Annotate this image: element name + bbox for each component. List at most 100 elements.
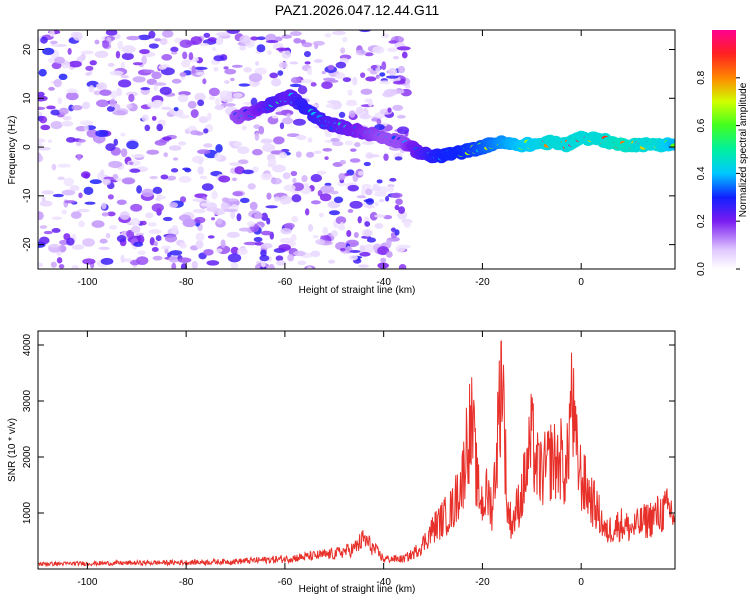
heatmap-noise-cell xyxy=(342,77,352,83)
heatmap-noise-cell xyxy=(71,264,79,269)
heatmap-noise-cell xyxy=(162,30,174,38)
heatmap-noise-cell xyxy=(211,47,217,52)
heatmap-noise-cell xyxy=(57,97,63,105)
heatmap-noise-cell xyxy=(151,203,164,213)
heatmap-noise-cell xyxy=(85,65,94,71)
heatmap-noise-cell xyxy=(121,52,134,61)
heatmap-noise-cell xyxy=(260,249,267,257)
heatmap-noise-cell xyxy=(347,208,354,214)
heatmap-noise-cell xyxy=(346,230,352,238)
heatmap-noise-cell xyxy=(234,166,245,175)
heatmap-noise-cell xyxy=(101,212,109,217)
heatmap-noise-cell xyxy=(246,221,255,227)
heatmap-noise-cell xyxy=(38,106,46,111)
heatmap-noise-cell xyxy=(85,72,92,76)
heatmap-noise-cell xyxy=(71,104,83,111)
heatmap-noise-cell xyxy=(293,250,306,257)
heatmap-noise-cell xyxy=(155,197,162,202)
heatmap-noise-cell xyxy=(292,177,297,184)
heatmap-noise-cell xyxy=(39,200,53,207)
heatmap-noise-cell xyxy=(51,227,61,233)
heatmap-noise-cell xyxy=(206,112,212,121)
heatmap-noise-cell xyxy=(120,254,125,263)
heatmap-noise-cell xyxy=(254,67,267,75)
heatmap-noise-cell xyxy=(310,174,322,183)
snr-series-line xyxy=(38,340,675,568)
colorbar-tick-label: 0.4 xyxy=(696,166,707,180)
heatmap-noise-cell xyxy=(117,79,132,88)
heatmap-noise-cell xyxy=(58,264,65,269)
heatmap-noise-cell xyxy=(359,244,365,253)
heatmap-noise-cell xyxy=(339,159,346,165)
heatmap-x-label: Height of straight line (km) xyxy=(299,285,416,296)
heatmap-noise-cell xyxy=(226,231,240,238)
heatmap-noise-cell xyxy=(387,107,392,113)
heatmap-noise-cell xyxy=(271,78,282,87)
heatmap-panel: -100 -80 -60 -40 -20 0 20 10 0 -10 -20 Height of … xyxy=(7,29,676,296)
snr-y-tick-label: 2000 xyxy=(22,445,33,468)
heatmap-noise-cell xyxy=(153,85,158,91)
heatmap-noise-cell xyxy=(310,82,317,87)
heatmap-noise-cell xyxy=(231,177,237,182)
heatmap-noise-cell xyxy=(101,202,107,210)
heatmap-noise-cell xyxy=(173,106,179,112)
heatmap-noise-cell xyxy=(153,82,167,86)
heatmap-noise-cell xyxy=(256,36,266,41)
heatmap-noise-cell xyxy=(242,169,254,175)
heatmap-noise-cell xyxy=(256,44,266,53)
heatmap-noise-cell xyxy=(76,208,90,213)
heatmap-noise-cell xyxy=(191,260,198,269)
heatmap-noise-cell xyxy=(109,70,124,76)
heatmap-noise-cell xyxy=(231,64,243,68)
heatmap-noise-cell xyxy=(328,210,340,216)
heatmap-noise-cell xyxy=(121,45,136,54)
heatmap-noise-cell xyxy=(381,61,387,71)
heatmap-x-tick-label: -60 xyxy=(278,277,293,288)
heatmap-noise-cell xyxy=(161,245,171,250)
heatmap-noise-cell xyxy=(280,200,288,205)
heatmap-noise-cell xyxy=(86,129,98,138)
heatmap-noise-cell xyxy=(332,30,346,36)
heatmap-noise-cell xyxy=(232,92,243,98)
heatmap-noise-cell xyxy=(95,129,109,138)
heatmap-noise-cell xyxy=(386,75,399,79)
heatmap-noise-cell xyxy=(130,218,141,226)
heatmap-noise-cell xyxy=(224,80,230,84)
heatmap-noise-cell xyxy=(398,264,407,269)
heatmap-noise-cell xyxy=(53,78,62,88)
heatmap-noise-cell xyxy=(325,103,335,109)
heatmap-noise-cell xyxy=(281,34,292,39)
heatmap-noise-cell xyxy=(239,197,250,204)
heatmap-noise-cell xyxy=(151,115,157,121)
heatmap-noise-cell xyxy=(267,50,272,55)
heatmap-noise-cell xyxy=(378,199,385,203)
heatmap-noise-cell xyxy=(243,241,258,246)
heatmap-noise-cell xyxy=(149,175,158,180)
heatmap-noise-cell xyxy=(180,59,191,68)
heatmap-noise-cell xyxy=(188,52,194,61)
heatmap-noise-cell xyxy=(141,55,147,65)
colorbar: 0.0 0.2 0.4 0.6 0.8 Normalized spectral ampl… xyxy=(696,30,749,276)
heatmap-noise-cell xyxy=(394,204,400,211)
heatmap-noise-cell xyxy=(192,198,205,202)
heatmap-noise-cell xyxy=(88,85,95,93)
heatmap-noise-cell xyxy=(38,147,51,151)
heatmap-y-tick-label: 0 xyxy=(22,144,33,150)
heatmap-noise-cell xyxy=(374,201,379,207)
heatmap-noise-cell xyxy=(321,71,327,75)
heatmap-noise-cell xyxy=(227,253,242,263)
heatmap-noise-cell xyxy=(210,217,215,221)
heatmap-noise-cell xyxy=(306,266,313,269)
heatmap-noise-cell xyxy=(207,235,215,239)
heatmap-noise-cell xyxy=(207,37,217,42)
heatmap-noise-cell xyxy=(360,72,366,78)
heatmap-noise-cell xyxy=(151,246,159,253)
heatmap-noise-cell xyxy=(374,123,385,131)
heatmap-noise-cell xyxy=(162,136,172,141)
heatmap-noise-cell xyxy=(358,264,370,268)
heatmap-noise-cell xyxy=(56,257,63,264)
heatmap-noise-cell xyxy=(106,105,115,112)
heatmap-noise-cell xyxy=(84,124,89,132)
heatmap-noise-cell xyxy=(38,153,42,162)
heatmap-noise-cell xyxy=(154,99,164,107)
